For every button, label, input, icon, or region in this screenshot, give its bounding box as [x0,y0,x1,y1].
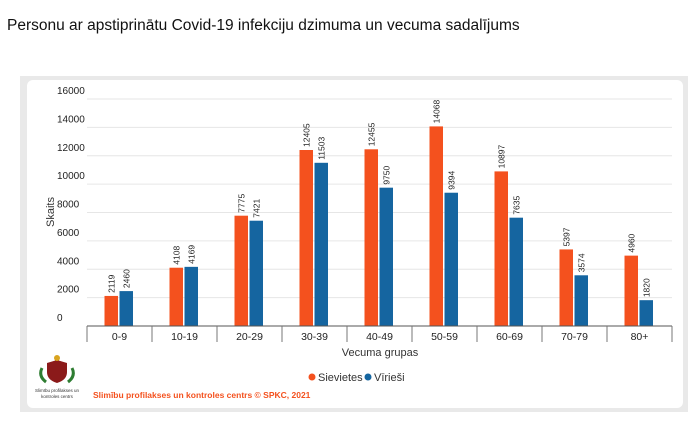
y-tick-label: 4000 [57,256,80,267]
data-label: 11503 [317,137,327,160]
x-tick-label: 0-9 [112,331,127,343]
y-tick-label: 6000 [57,228,80,239]
bar-sievietes[interactable] [169,267,184,326]
page-title: Personu ar apstiprinātu Covid-19 infekci… [7,17,520,34]
data-label: 2460 [122,269,132,288]
legend-label-sievietes[interactable]: Sievietes [318,372,363,384]
data-label: 7775 [237,194,247,213]
logo-text-2: kontroles centrs [41,394,74,399]
bar-virieshi[interactable] [119,291,134,326]
y-tick-label: 16000 [57,86,85,97]
bar-sievietes[interactable] [299,150,314,326]
data-label: 4108 [172,246,182,265]
data-label: 7421 [252,199,262,218]
bar-sievietes[interactable] [234,215,249,326]
data-label: 3574 [577,253,587,272]
bar-sievietes[interactable] [429,126,444,326]
data-label: 4960 [627,233,637,252]
bar-sievietes[interactable] [494,171,509,326]
bar-virieshi[interactable] [249,220,264,326]
data-label: 4169 [187,245,197,264]
legend-marker-sievietes [308,373,316,381]
legend: Sievietes Vīrieši [308,372,405,384]
data-label: 9750 [382,165,392,184]
bar-virieshi[interactable] [574,275,589,326]
data-label: 7635 [512,195,522,214]
data-label: 2119 [107,274,117,293]
x-tick-label: 50-59 [431,331,458,343]
bar-virieshi[interactable] [379,187,394,326]
x-axis-label: Vecuma grupas [342,347,419,359]
x-tick-label: 30-39 [301,331,328,343]
data-label: 1820 [642,278,652,297]
bar-sievietes[interactable] [104,295,119,326]
legend-marker-virieshi [364,373,372,381]
data-label: 9394 [447,171,457,190]
bar-sievietes[interactable] [559,249,574,326]
data-label: 12405 [302,123,312,147]
bar-virieshi[interactable] [444,192,459,326]
legend-label-virieshi[interactable]: Vīrieši [374,372,405,384]
data-label: 5397 [562,227,572,246]
bars: 2119 2460 4108 4169 7775 7421 12405 11503 12455 9… [104,100,654,326]
bar-virieshi[interactable] [639,300,654,326]
x-tick-label: 40-49 [366,331,393,343]
data-label: 10897 [497,144,507,168]
y-tick-label: 0 [57,313,63,324]
bar-sievietes[interactable] [364,149,379,326]
x-axis: 0-9 10-19 20-29 30-39 40-49 50-59 60-69 70-79 80… [86,325,673,343]
bar-sievietes[interactable] [624,255,639,326]
data-label: 14068 [432,100,442,124]
coat-of-arms-icon [47,360,67,383]
x-tick-label: 10-19 [171,331,198,343]
bar-virieshi[interactable] [184,266,199,326]
logo-text-1: Slimību profilakses un [35,388,80,393]
spkc-logo: Slimību profilakses un kontroles centrs [35,355,80,399]
x-tick-label: 60-69 [496,331,523,343]
y-tick-label: 14000 [57,114,85,125]
y-tick-label: 12000 [57,143,85,154]
x-tick-label: 80+ [631,331,649,343]
x-tick-label: 70-79 [561,331,588,343]
y-tick-label: 10000 [57,171,85,182]
source-credit: Slimību profilakses un kontroles centrs … [93,390,311,400]
x-tick-label: 20-29 [236,331,263,343]
y-tick-label: 2000 [57,285,80,296]
data-label: 12455 [367,122,377,146]
y-tick-label: 8000 [57,200,80,211]
bar-virieshi[interactable] [509,217,524,326]
y-axis-label: Skaits [45,197,57,227]
bar-virieshi[interactable] [314,162,329,326]
